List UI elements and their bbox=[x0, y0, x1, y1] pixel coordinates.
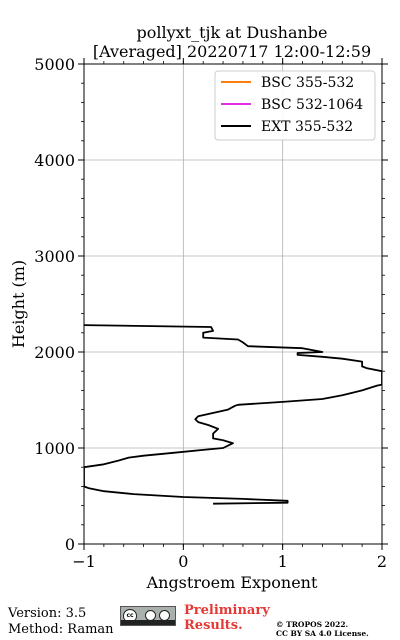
legend-label: EXT 355-532 bbox=[261, 119, 353, 135]
method-text: Method: Raman bbox=[8, 622, 114, 637]
series-line bbox=[84, 324, 382, 505]
x-tick-label: −1 bbox=[72, 552, 96, 571]
preliminary-line2: Results. bbox=[184, 618, 243, 633]
grid-lines bbox=[84, 64, 382, 544]
preliminary-notice: Preliminary Results. bbox=[184, 603, 270, 633]
version-text: Version: 3.5 bbox=[8, 606, 87, 621]
cc-license-badge: cc bbox=[120, 606, 176, 626]
y-tick-label: 1000 bbox=[34, 439, 75, 458]
x-tick-label: 2 bbox=[377, 552, 387, 571]
copyright-line2: CC BY SA 4.0 License. bbox=[276, 629, 369, 638]
chart-title-line2: [Averaged] 20220717 12:00-12:59 bbox=[93, 42, 371, 61]
footer-info: Version: 3.5 Method: Raman bbox=[8, 606, 114, 638]
plot-frame bbox=[83, 63, 383, 545]
legend: BSC 355-532 BSC 532-1064 EXT 355-532 bbox=[214, 70, 376, 141]
y-tick-label: 0 bbox=[65, 535, 75, 554]
y-tick-label: 3000 bbox=[34, 247, 75, 266]
copyright-notice: © TROPOS 2022. CC BY SA 4.0 License. bbox=[276, 620, 369, 638]
preliminary-line1: Preliminary bbox=[184, 603, 270, 618]
y-tick-label: 2000 bbox=[34, 343, 75, 362]
copyright-line1: © TROPOS 2022. bbox=[276, 620, 349, 629]
cc-badge-strip bbox=[121, 620, 175, 625]
x-tick-label: 1 bbox=[278, 552, 288, 571]
y-axis-label: Height (m) bbox=[9, 260, 28, 348]
legend-label: BSC 355-532 bbox=[261, 75, 354, 91]
legend-box bbox=[214, 70, 376, 141]
legend-label: BSC 532-1064 bbox=[261, 97, 363, 113]
data-traces bbox=[84, 324, 382, 505]
x-axis-label: Angstroem Exponent bbox=[146, 573, 318, 592]
y-tick-label: 5000 bbox=[34, 55, 75, 74]
chart-title-line1: pollyxt_tjk at Dushanbe bbox=[136, 23, 327, 42]
ext-profile-chart: pollyxt_tjk at Dushanbe [Averaged] 20220… bbox=[9, 23, 388, 592]
y-tick-label: 4000 bbox=[34, 151, 75, 170]
x-tick-label: 0 bbox=[178, 552, 188, 571]
